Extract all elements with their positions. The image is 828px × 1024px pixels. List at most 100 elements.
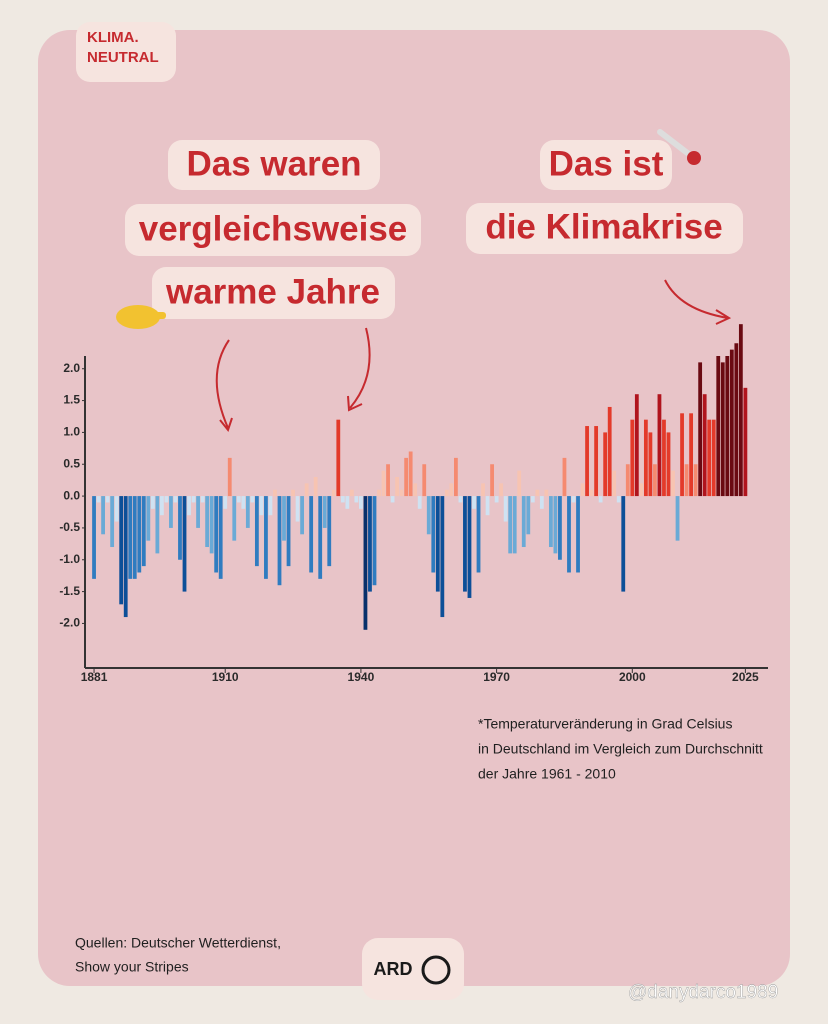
bar bbox=[399, 489, 404, 497]
bar bbox=[282, 496, 286, 541]
bar bbox=[621, 496, 626, 592]
bar bbox=[386, 464, 390, 497]
bar bbox=[616, 496, 621, 503]
bar bbox=[359, 496, 363, 509]
bar bbox=[304, 483, 309, 497]
y-tick-label: 0.5 bbox=[63, 456, 80, 470]
bar bbox=[146, 496, 151, 541]
bar bbox=[603, 432, 608, 497]
footnote: in Deutschland im Vergleich zum Durchsch… bbox=[478, 741, 763, 757]
bar bbox=[205, 496, 210, 548]
bar bbox=[684, 464, 689, 497]
bar bbox=[521, 496, 526, 548]
bar bbox=[345, 496, 350, 509]
bar bbox=[567, 496, 571, 573]
bar bbox=[327, 496, 332, 567]
bar bbox=[689, 413, 694, 497]
sources: Quellen: Deutscher Wetterdienst, bbox=[75, 935, 281, 951]
bar bbox=[395, 476, 399, 497]
bar bbox=[662, 419, 666, 497]
arrow bbox=[664, 279, 732, 325]
bar bbox=[286, 496, 291, 567]
x-tick-label: 1970 bbox=[483, 670, 510, 684]
broadcaster: ARD bbox=[374, 959, 413, 979]
arrow bbox=[215, 339, 233, 433]
y-tick-label: 1.0 bbox=[63, 425, 80, 439]
y-tick-label: -2.0 bbox=[59, 616, 80, 630]
bar bbox=[313, 476, 318, 497]
bar bbox=[503, 496, 508, 522]
y-tick-label: -1.5 bbox=[59, 584, 80, 598]
x-tick-label: 1910 bbox=[212, 670, 239, 684]
bar bbox=[250, 496, 255, 503]
bar bbox=[544, 489, 549, 497]
footnote: der Jahre 1961 - 2010 bbox=[478, 766, 616, 782]
bar bbox=[666, 432, 671, 497]
bar bbox=[485, 496, 490, 516]
pointing-hand bbox=[116, 305, 166, 329]
bar bbox=[494, 496, 499, 503]
bar bbox=[558, 496, 562, 560]
bar bbox=[309, 496, 314, 573]
bar bbox=[481, 483, 485, 497]
bar bbox=[264, 496, 268, 579]
bar bbox=[137, 496, 142, 573]
bar bbox=[408, 451, 413, 497]
bar bbox=[191, 496, 196, 503]
y-tick-label: 2.0 bbox=[63, 361, 80, 375]
bar bbox=[612, 470, 617, 497]
bar bbox=[322, 496, 327, 528]
bar bbox=[245, 496, 250, 528]
bar bbox=[200, 496, 205, 503]
bar bbox=[499, 483, 504, 497]
chart: 2.0 1.5 1.0 0.5 0.0 -0.5 -1.0 -1.5 -2.0 1881 1910 1… bbox=[59, 324, 768, 684]
bar bbox=[119, 496, 124, 605]
bar bbox=[101, 496, 105, 535]
annotation: Das waren bbox=[186, 144, 361, 183]
bar bbox=[648, 432, 653, 497]
bar bbox=[512, 496, 517, 554]
bar bbox=[454, 457, 458, 497]
bar bbox=[227, 457, 232, 497]
bar bbox=[349, 489, 354, 497]
bar bbox=[743, 387, 748, 497]
bar bbox=[422, 464, 427, 497]
bar bbox=[331, 489, 336, 497]
bar bbox=[630, 419, 635, 497]
bar bbox=[711, 419, 716, 497]
bar bbox=[273, 489, 277, 497]
bar bbox=[720, 362, 725, 497]
bar bbox=[671, 470, 675, 497]
bar bbox=[463, 496, 467, 592]
bar bbox=[707, 419, 712, 497]
bar bbox=[725, 356, 730, 497]
bar bbox=[580, 483, 585, 497]
bar bbox=[467, 496, 472, 598]
bar bbox=[128, 496, 133, 579]
bar bbox=[562, 457, 567, 497]
logo-box bbox=[362, 938, 464, 1000]
bar bbox=[539, 496, 544, 509]
bar bbox=[548, 496, 553, 548]
bar bbox=[607, 406, 612, 497]
bar bbox=[336, 419, 341, 497]
y-tick-label: 0.0 bbox=[63, 488, 80, 502]
bar bbox=[639, 483, 644, 497]
bar bbox=[508, 496, 513, 554]
bar bbox=[232, 496, 237, 541]
bar bbox=[178, 496, 182, 560]
bar bbox=[490, 464, 494, 497]
bar bbox=[354, 496, 359, 503]
footnote: *Temperaturveränderung in Grad Celsius bbox=[478, 716, 732, 732]
bar bbox=[218, 496, 223, 579]
bar bbox=[155, 496, 160, 554]
bar bbox=[368, 496, 372, 592]
bar bbox=[110, 496, 115, 548]
bar bbox=[449, 483, 454, 497]
bar bbox=[517, 470, 522, 497]
bar bbox=[182, 496, 187, 592]
bar bbox=[458, 496, 463, 503]
x-tick-label: 2000 bbox=[619, 670, 646, 684]
bar bbox=[340, 496, 345, 503]
bar bbox=[738, 324, 743, 497]
